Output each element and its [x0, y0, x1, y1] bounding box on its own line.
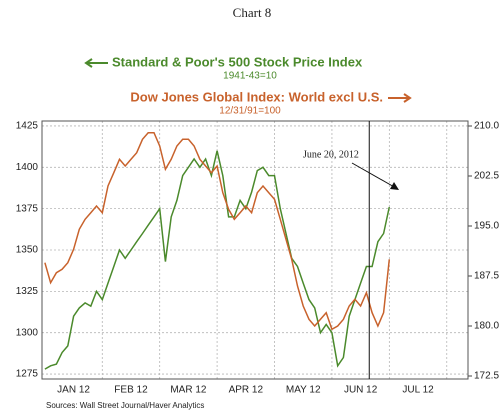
y2-tick-label: 202.5 — [474, 171, 499, 182]
chart-title: Chart 8 — [233, 5, 272, 20]
x-tick-label: APR 12 — [229, 385, 264, 396]
y-tick-label: 1425 — [16, 121, 39, 132]
y2-tick-label: 195.0 — [474, 221, 499, 232]
y-tick-label: 1375 — [16, 203, 39, 214]
x-tick-label: FEB 12 — [114, 385, 148, 396]
y2-tick-label: 210.0 — [474, 121, 499, 132]
y-tick-label: 1275 — [16, 369, 39, 380]
legend-label: Dow Jones Global Index: World excl U.S. — [130, 89, 383, 104]
legend-note: 1941-43=10 — [223, 71, 277, 82]
annotation-arrowhead — [390, 182, 399, 190]
x-tick-label: JUL 12 — [402, 385, 434, 396]
x-tick-label: MAR 12 — [170, 385, 207, 396]
plot-frame — [41, 120, 469, 380]
line-series — [44, 150, 391, 370]
y-tick-label: 1350 — [16, 245, 39, 256]
x-tick-label: JUN 12 — [344, 385, 378, 396]
legend-arrowhead — [84, 58, 93, 68]
x-tick-label: JAN 12 — [57, 385, 90, 396]
line-series — [44, 131, 391, 331]
legend: Standard & Poor's 500 Stock Price Index … — [84, 54, 412, 117]
y-tick-label: 1400 — [16, 162, 39, 173]
x-tick-label: MAY 12 — [286, 385, 321, 396]
source: Sources: Wall Street Journal/Haver Analy… — [46, 401, 204, 410]
annotation-label: June 20, 2012 — [303, 149, 359, 160]
legend-label: Standard & Poor's 500 Stock Price Index — [112, 54, 363, 69]
y-tick-label: 1300 — [16, 327, 39, 338]
annotation-arrow — [351, 162, 397, 189]
y2-tick-label: 172.5 — [474, 371, 499, 382]
legend-note: 12/31/91=100 — [219, 106, 281, 117]
legend-arrowhead — [403, 93, 412, 103]
y2-tick-label: 187.5 — [474, 271, 499, 282]
y-tick-label: 1325 — [16, 286, 39, 297]
y2-tick-label: 180.0 — [474, 321, 499, 332]
